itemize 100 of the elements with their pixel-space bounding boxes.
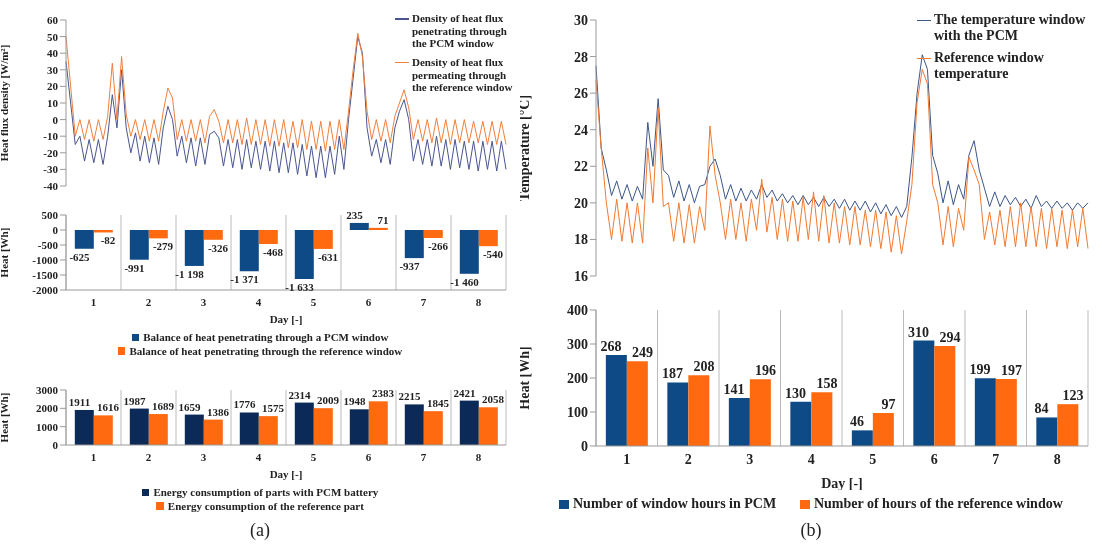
y-axis-title: Heat flux density [W/m²] [0,44,10,162]
data-label: -625 [69,250,91,263]
y-axis-title: Heat [Wh] [0,227,10,278]
bar [995,379,1017,446]
data-label: -1 460 [450,275,480,288]
y-tick-label: -2000 [32,283,59,296]
x-tick-label: 4 [255,295,262,308]
y-tick-label: 3000 [36,383,59,396]
bar [811,392,833,446]
y-tick-label: 400 [567,302,588,318]
data-label: -1 371 [230,273,259,286]
bar [349,409,369,445]
y-tick-label: 100 [567,404,588,420]
y-tick-label: 10 [47,96,59,109]
bar [790,401,812,446]
bar [872,413,894,446]
y-tick-label: 200 [567,370,588,386]
line-series [595,54,1089,218]
bar [1036,417,1058,446]
data-label: 197 [1001,363,1023,379]
bar [313,408,333,445]
bar [749,379,771,446]
legend-label: Number of window hours in PCM [572,496,777,513]
y-tick-label: -40 [43,179,59,192]
y-tick-label: 500 [41,208,59,221]
x-tick-label: 4 [255,450,262,463]
y-axis-title: Temperature [°C] [516,94,532,202]
y-tick-label: -1000 [32,253,59,266]
x-tick-label: 3 [200,450,207,463]
x-tick-label: 5 [310,295,317,308]
y-tick-label: 24 [574,122,588,138]
bar [349,222,369,230]
bar [478,230,498,247]
data-label: 1776 [233,398,257,411]
bar [258,230,278,245]
bar [459,400,479,445]
x-tick-label: 1 [623,451,631,467]
legend-label: Reference window temperature [934,50,1045,83]
bar [913,340,935,446]
data-label: 2058 [482,393,505,406]
bar [368,401,388,445]
data-label: 1948 [343,395,367,408]
bar [129,230,149,260]
bar [203,230,223,240]
x-tick-label: 5 [869,451,877,467]
data-label: 294 [939,330,961,346]
legend-label: Energy consumption of parts with PCM battery [153,486,379,499]
data-label: 310 [908,324,930,340]
x-tick-label: 6 [930,451,938,467]
x-tick-label: 2 [145,450,152,463]
data-label: 249 [632,345,654,361]
y-tick-label: 22 [574,159,588,175]
bar [626,361,648,446]
data-label: -468 [262,246,284,259]
x-tick-label: 8 [475,450,482,463]
y-tick-label: -500 [37,238,59,251]
x-tick-label: 6 [365,450,372,463]
bar [728,398,750,446]
data-label: 2383 [372,387,395,400]
y-tick-label: -1500 [32,268,59,281]
data-label: -266 [427,239,449,252]
bar [184,414,204,445]
data-label: 1575 [262,402,285,415]
x-tick-label: 1 [90,450,97,463]
data-label: -1 633 [285,280,315,293]
bar [313,230,333,249]
x-tick-label: 8 [1053,451,1061,467]
data-label: 2215 [398,390,422,403]
bar [258,416,278,445]
x-tick-label: 1 [90,295,97,308]
bar [368,227,388,230]
bar [74,409,94,445]
y-tick-label: 30 [574,12,588,28]
x-tick-label: 7 [420,295,427,308]
y-tick-label: -20 [43,146,59,159]
data-label: -1 198 [175,267,205,280]
data-label: 2421 [453,386,476,399]
data-label: 71 [377,213,389,226]
x-tick-label: 2 [145,295,152,308]
data-label: 97 [881,397,896,413]
data-label: 1386 [207,405,230,418]
data-label: -991 [124,261,145,274]
x-tick-label: 6 [365,295,372,308]
legend-label: Energy consumption of the reference part [167,499,364,513]
bar [404,404,424,445]
y-tick-label: 30 [47,63,59,76]
data-label: 84 [1034,401,1049,417]
bar [294,230,314,279]
data-label: 2314 [288,388,312,401]
y-tick-label: -10 [43,130,59,143]
x-tick-label: 5 [310,450,317,463]
bar [605,354,627,446]
y-tick-label: 20 [47,80,59,93]
x-tick-label: 7 [992,451,1000,467]
data-label: -631 [317,250,339,263]
data-label: 130 [785,385,807,401]
data-label: -82 [100,234,116,247]
x-tick-label: 3 [746,451,754,467]
data-label: 268 [600,338,622,354]
x-tick-label: 8 [475,295,482,308]
